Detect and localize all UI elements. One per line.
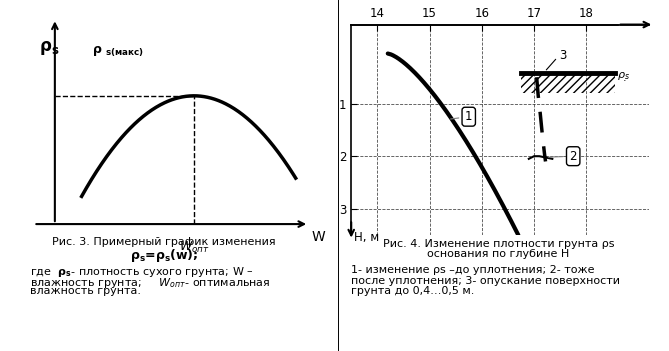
Bar <box>521 73 615 93</box>
Text: после уплотнения; 3- опускание поверхности: после уплотнения; 3- опускание поверхнос… <box>351 276 620 285</box>
Text: $W_{опт}$: $W_{опт}$ <box>179 240 209 256</box>
Text: $\rho_{s}$: $\rho_{s}$ <box>617 69 630 82</box>
Text: 2: 2 <box>549 150 577 163</box>
Text: Рис. 3. Примерный график изменения: Рис. 3. Примерный график изменения <box>52 237 276 247</box>
Text: влажность грунта;     $W_{опт}$- оптимальная: влажность грунта; $W_{опт}$- оптимальная <box>30 276 271 290</box>
Text: Рис. 4. Изменение плотности грунта ρs: Рис. 4. Изменение плотности грунта ρs <box>383 239 614 249</box>
Text: где  $\bf{\rho_s}$- плотность сухого грунта; W –: где $\bf{\rho_s}$- плотность сухого грун… <box>30 265 254 279</box>
Text: грунта до 0,4…0,5 м.: грунта до 0,4…0,5 м. <box>351 286 474 296</box>
Text: 1: 1 <box>451 110 472 123</box>
Text: влажность грунта.: влажность грунта. <box>30 286 141 296</box>
Text: 3: 3 <box>559 48 567 62</box>
Text: W: W <box>312 230 326 244</box>
Text: H, м: H, м <box>354 231 379 244</box>
Text: 1- изменение ρs –до уплотнения; 2- тоже: 1- изменение ρs –до уплотнения; 2- тоже <box>351 265 595 275</box>
Text: $\bf{\rho}$ $\bf{_{s(макс)}}$: $\bf{\rho}$ $\bf{_{s(макс)}}$ <box>92 45 145 59</box>
Text: $\bf{\rho_s}$: $\bf{\rho_s}$ <box>39 39 60 57</box>
Text: .: . <box>623 73 626 83</box>
Text: $\bf{\rho_s}$=$\bf{\rho_s}$(w);: $\bf{\rho_s}$=$\bf{\rho_s}$(w); <box>130 247 198 264</box>
Text: основания по глубине H: основания по глубине H <box>427 249 569 258</box>
